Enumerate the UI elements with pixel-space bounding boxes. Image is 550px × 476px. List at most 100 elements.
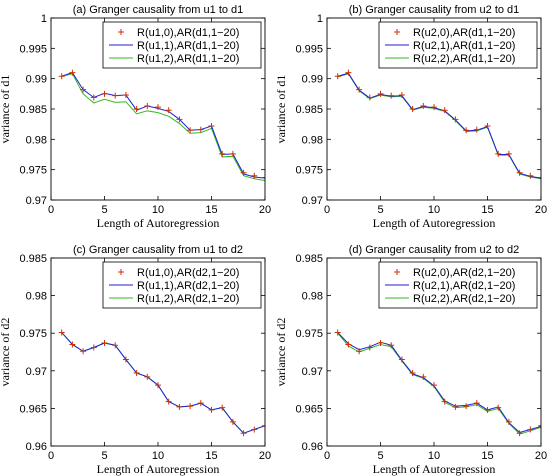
series-marker — [538, 174, 541, 181]
series-group — [334, 329, 541, 437]
series-marker — [229, 150, 236, 157]
series-marker — [187, 127, 194, 134]
x-tick-label: 20 — [535, 204, 547, 216]
series-marker — [495, 150, 502, 157]
chart-panel-0: (a) Granger causality from u1 to d1 0 5 10 1… — [0, 4, 271, 230]
series-line-2 — [337, 332, 541, 435]
plot-frame — [326, 17, 542, 201]
y-tick-label: 0.96 — [26, 441, 47, 453]
series-marker — [155, 104, 161, 111]
y-tick-label: 0.975 — [295, 165, 323, 177]
y-tick-label: 0.985 — [295, 104, 323, 116]
series-marker — [452, 116, 459, 123]
series-marker — [69, 341, 76, 348]
y-tick-label: 0.99 — [26, 74, 47, 86]
series-marker — [187, 403, 194, 410]
legend-entry-label: R(u1,2),AR(d2,1−20) — [137, 293, 239, 305]
series-marker — [484, 406, 491, 413]
x-axis-label: Length of Autoregression — [97, 216, 220, 230]
chart-title: (a) Granger causality from u1 to d1 — [73, 4, 244, 16]
y-tick-label: 0.97 — [302, 195, 323, 207]
series-marker — [197, 400, 204, 407]
series-marker — [90, 94, 97, 101]
y-tick-label: 1 — [317, 13, 323, 25]
legend-entry-label: R(u1,2),AR(d1,1−20) — [137, 53, 239, 65]
legend-entry-label: R(u1,1),AR(d2,1−20) — [137, 280, 239, 292]
x-tick-label: 5 — [377, 450, 383, 462]
series-marker — [251, 172, 258, 179]
chart-panel-3: (d) Granger causality from u2 to d2 0 5 10 1… — [274, 244, 547, 476]
y-tick-label: 0.975 — [295, 328, 323, 340]
series-marker — [356, 348, 363, 355]
series-marker — [388, 92, 395, 99]
series-marker — [69, 69, 76, 76]
series-marker — [144, 373, 151, 380]
series-marker — [366, 344, 373, 351]
series-marker — [398, 356, 405, 363]
y-axis-label: variance of d1 — [0, 75, 12, 144]
series-marker — [133, 370, 140, 377]
legend-entry-label: R(u2,1),AR(d1,1−20) — [413, 40, 515, 52]
y-tick-label: 0.965 — [19, 403, 47, 415]
plot-frame — [50, 17, 266, 201]
y-tick-label: 0.995 — [19, 43, 47, 55]
series-marker — [334, 73, 341, 80]
series-marker — [144, 102, 151, 109]
legend-swatch-marker — [118, 29, 124, 35]
series-marker — [527, 172, 534, 179]
y-tick-label: 0.98 — [26, 134, 47, 146]
y-axis-label: variance of d2 — [0, 318, 12, 387]
legend: R(u1,0),AR(d2,1−20)R(u1,1),AR(d2,1−20)R(… — [102, 261, 262, 309]
y-axis-label: variance of d2 — [274, 318, 288, 387]
series-marker — [80, 348, 87, 355]
series-marker — [208, 406, 215, 413]
y-tick-label: 0.975 — [19, 328, 47, 340]
y-tick-label: 0.97 — [26, 195, 47, 207]
series-marker — [377, 90, 384, 97]
series-marker — [484, 122, 491, 129]
series-marker — [112, 92, 119, 99]
series-marker — [90, 344, 97, 351]
series-marker — [208, 122, 215, 129]
series-marker — [176, 403, 183, 410]
y-tick-label: 0.985 — [19, 253, 47, 265]
y-tick-label: 0.98 — [302, 134, 323, 146]
y-tick-label: 0.985 — [295, 253, 323, 265]
series-marker — [463, 403, 470, 410]
series-marker — [527, 426, 534, 433]
series-marker — [101, 339, 108, 346]
x-tick-label: 0 — [324, 450, 330, 462]
series-marker — [101, 90, 108, 97]
series-marker — [133, 106, 140, 112]
series-marker — [229, 418, 236, 425]
series-marker — [495, 404, 502, 411]
series-marker — [165, 107, 172, 114]
x-tick-label: 15 — [481, 450, 493, 462]
series-marker — [251, 426, 258, 433]
x-tick-label: 0 — [48, 450, 54, 462]
y-tick-label: 0.975 — [19, 165, 47, 177]
legend-entry-label: R(u2,2),AR(d1,1−20) — [413, 53, 515, 65]
series-marker — [409, 106, 416, 112]
y-tick-label: 0.96 — [302, 441, 323, 453]
series-marker — [441, 107, 448, 114]
y-tick-label: 1 — [41, 13, 47, 25]
x-tick-label: 20 — [535, 450, 547, 462]
y-axis-label: variance of d1 — [274, 75, 288, 144]
plot-frame — [50, 257, 266, 447]
series-marker — [112, 342, 119, 349]
x-tick-label: 5 — [377, 204, 383, 216]
x-axis-label: Length of Autoregression — [373, 462, 496, 476]
series-marker — [388, 342, 395, 349]
legend-entry-label: R(u2,0),AR(d1,1−20) — [413, 27, 515, 39]
series-line-1 — [337, 332, 541, 434]
series-group — [334, 69, 541, 181]
series-marker — [505, 150, 512, 157]
series-marker — [366, 94, 373, 101]
series-line-2 — [61, 73, 265, 182]
series-group — [58, 69, 265, 182]
series-marker — [473, 400, 480, 407]
series-marker — [463, 127, 470, 134]
series-marker — [262, 422, 265, 429]
legend: R(u2,0),AR(d2,1−20)R(u2,1),AR(d2,1−20)R(… — [378, 261, 538, 309]
